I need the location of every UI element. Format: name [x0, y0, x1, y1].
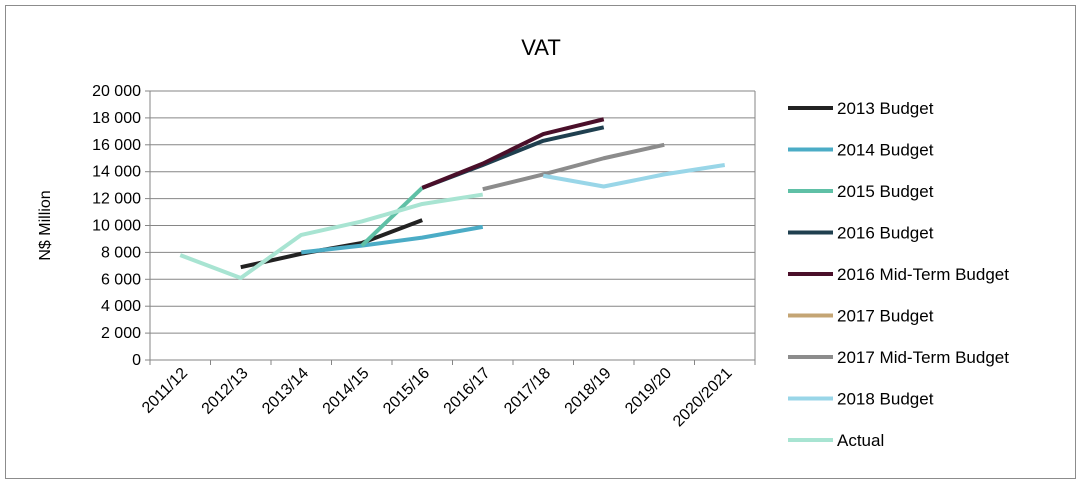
legend-item: Actual [788, 431, 884, 450]
x-tick-label: 2016/17 [441, 365, 494, 418]
legend-item: 2017 Budget [788, 307, 934, 326]
y-tick-label: 12 000 [92, 191, 141, 208]
x-tick-labels: 2011/12 2012/13 2013/14 2014/15 2015/16 2016/… [139, 365, 736, 431]
x-tick-label: 2017/18 [501, 365, 554, 418]
y-tick-label: 14 000 [92, 164, 141, 181]
y-tick-label: 18 000 [92, 110, 141, 127]
y-tick-labels: 0 2 000 4 000 6 000 8 000 10 000 12 000 14 000 1… [92, 83, 141, 369]
series-line-2018-budget [542, 162, 726, 189]
y-tick-label: 8 000 [101, 244, 141, 261]
series-line-2015-budget [360, 186, 424, 248]
chart-title: VAT [521, 35, 561, 60]
x-tick-label: 2018/19 [562, 365, 615, 418]
y-tick-label: 10 000 [92, 218, 141, 235]
y-tick-label: 6 000 [101, 271, 141, 288]
series-line-2014-budget [301, 224, 484, 255]
legend-label: 2017 Mid-Term Budget [837, 348, 1009, 367]
axes [145, 90, 756, 365]
y-tick-label: 16 000 [92, 137, 141, 154]
legend-label: 2017 Budget [837, 307, 934, 326]
gridlines [150, 90, 756, 360]
legend-label: 2016 Mid-Term Budget [837, 265, 1009, 284]
y-tick-label: 2 000 [101, 325, 141, 342]
series-line-actual [179, 192, 484, 280]
x-tick-label: 2012/13 [199, 365, 252, 418]
legend-label: 2018 Budget [837, 390, 934, 409]
y-tick-label: 0 [132, 352, 141, 369]
chart-frame [5, 5, 1076, 479]
legend-item: 2017 Mid-Term Budget [788, 348, 1009, 367]
x-tick-label: 2015/16 [380, 365, 433, 418]
legend-item: 2016 Mid-Term Budget [788, 265, 1009, 284]
series-line-2017-mid-term-budget [482, 142, 665, 192]
x-tick-label: 2019/20 [622, 365, 675, 418]
y-tick-label: 4 000 [101, 298, 141, 315]
x-tick-label: 2013/14 [259, 365, 312, 418]
x-tick-label: 2011/12 [139, 365, 191, 417]
legend-item: 2014 Budget [788, 141, 934, 160]
legend-label: 2013 Budget [837, 99, 934, 118]
legend-label: Actual [837, 431, 884, 450]
legend-label: 2014 Budget [837, 141, 934, 160]
series-lines [179, 117, 726, 280]
legend: 2013 Budget 2014 Budget 2015 Budget 2016 Bu… [788, 99, 1009, 450]
x-tick-label: 2014/15 [320, 365, 373, 418]
legend-item: 2018 Budget [788, 390, 934, 409]
legend-item: 2016 Budget [788, 224, 934, 243]
y-axis-label: N$ Million [37, 190, 54, 260]
legend-label: 2016 Budget [837, 224, 934, 243]
y-tick-label: 20 000 [92, 83, 141, 100]
x-tick-label: 2020/2021 [670, 365, 736, 431]
legend-item: 2015 Budget [788, 182, 934, 201]
series-line-2016-mid-term-budget [421, 117, 605, 190]
legend-item: 2013 Budget [788, 99, 934, 118]
legend-label: 2015 Budget [837, 182, 934, 201]
